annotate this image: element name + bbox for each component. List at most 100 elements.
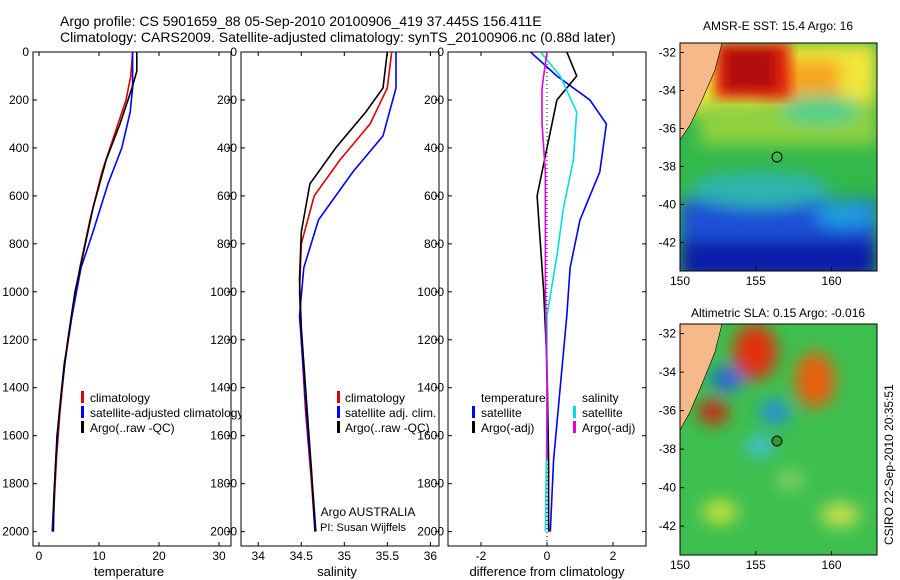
y-tick-label: 1800 bbox=[2, 477, 29, 491]
temperature-xlabel: temperature bbox=[94, 564, 164, 579]
y-tick-label: 600 bbox=[9, 189, 29, 203]
y-tick-label: 800 bbox=[9, 237, 29, 251]
y-tick-label: 2000 bbox=[417, 525, 444, 539]
y-tick-label: 800 bbox=[424, 237, 444, 251]
x-tick-label: -2 bbox=[476, 549, 487, 563]
sst-map-panel: AMSR-E SST: 15.4 Argo: 16 150 155 160 -32 -3… bbox=[659, 19, 878, 289]
y-tick-label: 1600 bbox=[2, 429, 29, 443]
legend-heading-salinity: salinity bbox=[582, 391, 619, 405]
map-y-tick-label: -42 bbox=[659, 236, 677, 250]
series-line-temperature-satellite bbox=[529, 52, 608, 532]
sst-argo-marker bbox=[771, 151, 783, 163]
map-y-tick-label: -36 bbox=[659, 404, 677, 418]
y-tick-label: 200 bbox=[424, 93, 444, 107]
legend-label-sal-satellite: satellite bbox=[582, 406, 623, 420]
legend-label-satellite: satellite-adjusted climatology bbox=[90, 406, 243, 420]
legend-label-sal-argo: Argo(-adj) bbox=[582, 421, 635, 435]
x-tick-label: 10 bbox=[92, 549, 106, 563]
legend-swatch-climatology bbox=[81, 391, 84, 403]
salinity-xlabel: salinity bbox=[317, 564, 357, 579]
sla-map-ticks: 150 155 160 -32 -34 -36 -38 -40 -42 bbox=[659, 327, 842, 572]
map-y-tick-label: -34 bbox=[659, 84, 677, 98]
map-y-tick-label: -40 bbox=[659, 198, 677, 212]
y-tick-label: 600 bbox=[217, 189, 237, 203]
legend-swatch-temp-argo bbox=[472, 421, 475, 433]
y-tick-label: 400 bbox=[9, 141, 29, 155]
difference-legend: temperature satellite Argo(-adj) salinit… bbox=[472, 391, 635, 435]
sla-map-title: Altimetric SLA: 0.15 Argo: -0.016 bbox=[691, 306, 865, 320]
csiro-timestamp: CSIRO 22-Sep-2010 20:35:51 bbox=[882, 384, 896, 545]
legend-swatch-argo bbox=[337, 421, 340, 433]
y-tick-label: 1600 bbox=[417, 429, 444, 443]
legend-swatch-satellite bbox=[337, 406, 340, 418]
sst-map-axes bbox=[679, 42, 878, 272]
map-x-tick-label: 155 bbox=[746, 558, 766, 572]
difference-panel: 0 200 400 600 800 1000 1200 1400 1600 1800 2000 -2… bbox=[417, 45, 647, 579]
difference-lines bbox=[529, 52, 608, 532]
map-y-tick-label: -38 bbox=[659, 442, 677, 456]
sst-map-ticks: 150 155 160 -32 -34 -36 -38 -40 -42 bbox=[659, 46, 842, 289]
y-tick-label: 0 bbox=[437, 45, 444, 59]
x-tick-label: 20 bbox=[152, 549, 166, 563]
legend-swatch-satellite bbox=[81, 406, 84, 418]
header-line-1: Argo profile: CS 5901659_88 05-Sep-2010 … bbox=[60, 13, 542, 29]
difference-y-ticks: 0 200 400 600 800 1000 1200 1400 1600 1800 2000 bbox=[417, 45, 646, 539]
legend-label-argo: Argo(..raw -QC) bbox=[345, 421, 430, 435]
difference-xlabel: difference from climatology bbox=[469, 564, 625, 579]
y-tick-label: 1000 bbox=[2, 285, 29, 299]
map-y-tick-label: -36 bbox=[659, 122, 677, 136]
y-tick-label: 1800 bbox=[417, 477, 444, 491]
legend-swatch-argo bbox=[81, 421, 84, 433]
legend-label-temp-argo: Argo(-adj) bbox=[481, 421, 534, 435]
difference-axes bbox=[447, 51, 647, 547]
y-tick-label: 200 bbox=[9, 93, 29, 107]
x-tick-label: 2 bbox=[610, 549, 617, 563]
temperature-y-ticks: 0 200 400 600 800 1000 1200 1400 1600 1800 2000 bbox=[2, 45, 231, 539]
legend-label-temp-satellite: satellite bbox=[481, 406, 522, 420]
sst-map-title: AMSR-E SST: 15.4 Argo: 16 bbox=[703, 19, 853, 33]
x-tick-label: 34 bbox=[252, 549, 266, 563]
map-y-tick-label: -34 bbox=[659, 365, 677, 379]
sla-map-field bbox=[680, 324, 877, 555]
y-tick-label: 1200 bbox=[210, 333, 237, 347]
legend-heading-temperature: temperature bbox=[481, 391, 546, 405]
temperature-panel: 0 200 400 600 800 1000 1200 1400 1600 1800 2000 0 1… bbox=[2, 45, 243, 579]
map-y-tick-label: -32 bbox=[659, 46, 677, 60]
legend-label-argo: Argo(..raw -QC) bbox=[90, 421, 175, 435]
temperature-legend: climatology satellite-adjusted climatolo… bbox=[81, 391, 243, 435]
temperature-lines bbox=[51, 52, 138, 532]
y-tick-label: 1400 bbox=[210, 381, 237, 395]
map-y-tick-label: -42 bbox=[659, 519, 677, 533]
y-tick-label: 1200 bbox=[2, 333, 29, 347]
salinity-panel: 0 200 400 600 800 1000 1200 1400 1600 1800 2000 34… bbox=[210, 45, 440, 579]
argo-program-label: Argo AUSTRALIA bbox=[321, 505, 416, 519]
sla-map-panel: Altimetric SLA: 0.15 Argo: -0.016 150 155… bbox=[659, 306, 878, 572]
y-tick-label: 600 bbox=[424, 189, 444, 203]
salinity-legend: climatology satellite adj. clim. Argo(..… bbox=[337, 391, 436, 435]
x-tick-label: 35.5 bbox=[376, 549, 400, 563]
temperature-axes bbox=[32, 51, 232, 547]
salinity-y-ticks: 0 200 400 600 800 1000 1200 1400 1600 1800 2000 bbox=[210, 45, 439, 539]
y-tick-label: 1000 bbox=[210, 285, 237, 299]
y-tick-label: 200 bbox=[217, 93, 237, 107]
legend-swatch-sal-satellite bbox=[573, 406, 576, 418]
x-tick-label: 0 bbox=[544, 549, 551, 563]
y-tick-label: 2000 bbox=[2, 525, 29, 539]
map-x-tick-label: 160 bbox=[822, 274, 842, 288]
legend-swatch-climatology bbox=[337, 391, 340, 403]
series-line-argo-raw-qc- bbox=[52, 52, 138, 532]
y-tick-label: 1000 bbox=[417, 285, 444, 299]
legend-label-climatology: climatology bbox=[345, 391, 405, 405]
map-y-tick-label: -38 bbox=[659, 160, 677, 174]
x-tick-label: 0 bbox=[36, 549, 43, 563]
x-tick-label: 34.5 bbox=[290, 549, 314, 563]
x-tick-label: 30 bbox=[212, 549, 226, 563]
y-tick-label: 400 bbox=[217, 141, 237, 155]
pi-label: PI: Susan Wijffels bbox=[320, 522, 406, 534]
y-tick-label: 1800 bbox=[210, 477, 237, 491]
map-x-tick-label: 155 bbox=[746, 274, 766, 288]
x-tick-label: 36 bbox=[424, 549, 438, 563]
y-tick-label: 0 bbox=[22, 45, 29, 59]
map-x-tick-label: 150 bbox=[670, 274, 690, 288]
